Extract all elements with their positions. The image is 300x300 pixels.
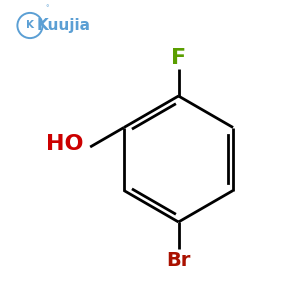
Text: K: K xyxy=(26,20,34,31)
Text: F: F xyxy=(171,48,186,68)
Text: HO: HO xyxy=(46,134,83,154)
Text: °: ° xyxy=(45,5,49,11)
Text: Kuujia: Kuujia xyxy=(37,18,91,33)
Text: Br: Br xyxy=(166,251,191,271)
